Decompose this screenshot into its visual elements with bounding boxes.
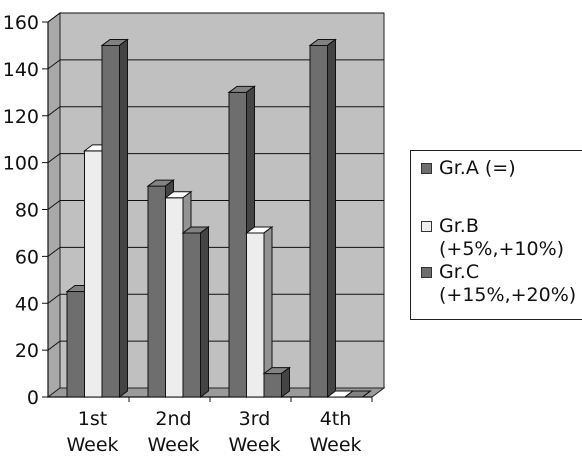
gridline-side bbox=[47, 246, 61, 257]
legend-swatch-gr-b bbox=[421, 221, 432, 232]
y-tick-label: 0 bbox=[27, 387, 39, 409]
x-tick-label-line2: Week bbox=[66, 434, 118, 456]
legend-label-gr-b-detail: (+5%,+10%) bbox=[439, 238, 565, 260]
gridline-side bbox=[47, 59, 61, 70]
gridline-side bbox=[47, 106, 61, 117]
bar-gr-a-4-side bbox=[327, 38, 336, 398]
bar-gr-a-4-front bbox=[309, 44, 328, 398]
y-tick-label: 120 bbox=[3, 106, 39, 128]
x-tick-label-line2: Week bbox=[309, 434, 361, 456]
legend-label-gr-a: Gr.A (=) bbox=[439, 157, 516, 179]
bar-gr-c-4-side bbox=[362, 390, 371, 398]
legend-swatch-gr-c bbox=[421, 267, 432, 278]
bar-gr-c-3-front bbox=[263, 373, 282, 398]
chart-legend: Gr.A (=) Gr.B (+5%,+10%) Gr.C (+15%,+20%… bbox=[410, 150, 582, 320]
x-tick-label: 2nd bbox=[155, 408, 191, 430]
gridline-side bbox=[47, 200, 61, 210]
bar-gr-a-1-front bbox=[66, 291, 85, 398]
x-tick-label-line2: Week bbox=[147, 434, 199, 456]
y-tick-label: 100 bbox=[3, 153, 39, 175]
legend-swatch-gr-a bbox=[421, 163, 432, 174]
bar-gr-a-3-front bbox=[228, 91, 247, 398]
x-tick-label-line2: Week bbox=[228, 434, 280, 456]
gridline-side bbox=[47, 293, 61, 304]
x-tick-label: 1st bbox=[78, 408, 107, 430]
bar-gr-a-2-front bbox=[147, 185, 166, 398]
bar-gr-b-3-front bbox=[246, 232, 265, 398]
gridline-side bbox=[47, 340, 61, 351]
bar-gr-b-1-front bbox=[84, 150, 103, 398]
x-tick-label: 4th bbox=[320, 408, 352, 430]
gridline-side bbox=[47, 153, 61, 164]
legend-label-gr-c-detail: (+15%,+20%) bbox=[439, 284, 577, 306]
gridline-side bbox=[47, 12, 61, 23]
y-tick-label: 140 bbox=[3, 59, 39, 81]
bar-gr-b-2-front bbox=[165, 197, 184, 398]
bar-gr-c-2-side bbox=[200, 225, 209, 398]
bar-gr-c-1-front bbox=[101, 44, 120, 398]
y-tick-label: 20 bbox=[15, 340, 39, 362]
y-tick-label: 80 bbox=[15, 200, 39, 222]
bar-gr-c-3-side bbox=[281, 366, 290, 398]
bar-gr-c-2-front bbox=[182, 232, 201, 398]
legend-label-gr-c: Gr.C bbox=[439, 261, 480, 283]
bar-gr-c-1-side bbox=[119, 38, 128, 398]
y-tick-label: 40 bbox=[15, 293, 39, 315]
y-tick-label: 160 bbox=[3, 12, 39, 34]
y-tick-label: 60 bbox=[15, 246, 39, 268]
legend-label-gr-b: Gr.B bbox=[439, 215, 479, 237]
x-tick-label: 3rd bbox=[239, 408, 271, 430]
